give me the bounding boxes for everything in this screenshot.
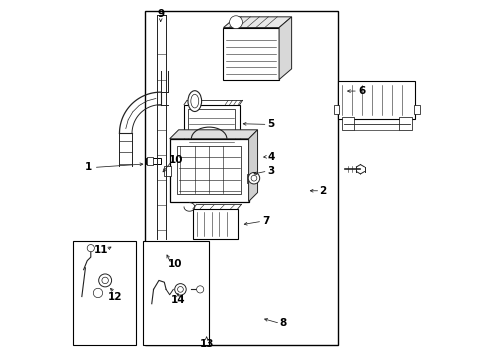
Text: 1: 1	[85, 162, 92, 172]
Polygon shape	[248, 130, 258, 202]
Bar	[399, 117, 412, 130]
Bar	[143, 241, 209, 345]
Bar	[334, 105, 339, 114]
Ellipse shape	[191, 94, 199, 108]
Text: 3: 3	[267, 166, 274, 176]
Circle shape	[177, 287, 183, 292]
Text: 2: 2	[319, 186, 327, 196]
Circle shape	[102, 277, 108, 284]
Circle shape	[248, 172, 260, 184]
Text: 12: 12	[108, 292, 122, 302]
Polygon shape	[170, 130, 258, 139]
Text: 11: 11	[94, 245, 108, 255]
Bar	[247, 174, 253, 183]
Bar	[164, 166, 171, 176]
Bar	[170, 139, 248, 202]
Bar	[73, 241, 136, 345]
Bar	[338, 81, 416, 119]
Bar	[342, 117, 354, 130]
Bar	[177, 146, 242, 194]
Circle shape	[175, 284, 186, 295]
Text: 14: 14	[171, 295, 185, 305]
Polygon shape	[223, 17, 292, 28]
Text: 13: 13	[199, 339, 214, 349]
Text: 8: 8	[280, 319, 287, 328]
Bar	[414, 105, 419, 114]
Text: 9: 9	[157, 9, 164, 19]
Bar	[147, 157, 153, 165]
Circle shape	[196, 286, 204, 293]
Bar	[193, 209, 238, 239]
Circle shape	[87, 244, 95, 252]
Bar	[147, 158, 161, 164]
Bar	[184, 105, 240, 149]
Circle shape	[93, 288, 102, 298]
Circle shape	[98, 274, 112, 287]
Ellipse shape	[188, 91, 201, 112]
Bar	[145, 12, 338, 345]
Circle shape	[251, 175, 257, 181]
Text: 10: 10	[169, 155, 183, 165]
Text: 7: 7	[262, 216, 269, 226]
Circle shape	[230, 16, 243, 29]
Text: 4: 4	[267, 152, 274, 162]
Polygon shape	[279, 17, 292, 80]
Text: 5: 5	[267, 120, 274, 129]
Bar	[223, 28, 279, 80]
Text: 10: 10	[168, 259, 182, 269]
Bar	[188, 109, 235, 145]
Text: 6: 6	[358, 86, 365, 96]
